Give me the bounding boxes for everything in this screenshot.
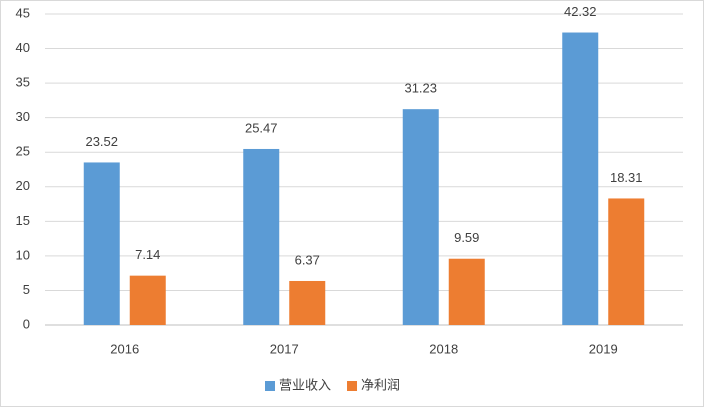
bar xyxy=(83,162,120,325)
y-tick-label: 45 xyxy=(16,5,30,20)
y-tick-label: 30 xyxy=(16,109,30,124)
bar xyxy=(562,32,599,325)
x-tick-label: 2016 xyxy=(110,341,139,356)
data-label: 6.37 xyxy=(295,252,320,267)
y-tick-label: 15 xyxy=(16,213,30,228)
bar xyxy=(289,280,326,325)
bar xyxy=(448,258,485,325)
x-tick-label: 2019 xyxy=(589,341,618,356)
y-tick-label: 5 xyxy=(23,282,30,297)
data-label: 23.52 xyxy=(85,134,118,149)
y-tick-label: 0 xyxy=(23,316,30,331)
data-label: 25.47 xyxy=(245,120,278,135)
bar xyxy=(243,148,280,325)
data-label: 42.32 xyxy=(564,4,597,19)
legend-label: 净利润 xyxy=(361,377,400,392)
bar xyxy=(608,198,645,325)
bar xyxy=(402,109,439,325)
legend-swatch xyxy=(347,381,358,391)
data-label: 9.59 xyxy=(454,230,479,245)
bar xyxy=(129,275,166,325)
y-tick-label: 25 xyxy=(16,144,30,159)
data-label: 18.31 xyxy=(610,170,643,185)
x-tick-label: 2017 xyxy=(270,341,299,356)
y-tick-label: 20 xyxy=(16,178,30,193)
y-tick-label: 10 xyxy=(16,247,30,262)
y-tick-label: 40 xyxy=(16,40,30,55)
data-label: 7.14 xyxy=(135,247,160,262)
x-tick-label: 2018 xyxy=(429,341,458,356)
data-label: 31.23 xyxy=(404,81,437,96)
y-tick-label: 35 xyxy=(16,75,30,90)
legend-swatch xyxy=(265,381,275,391)
legend-label: 营业收入 xyxy=(279,377,331,392)
